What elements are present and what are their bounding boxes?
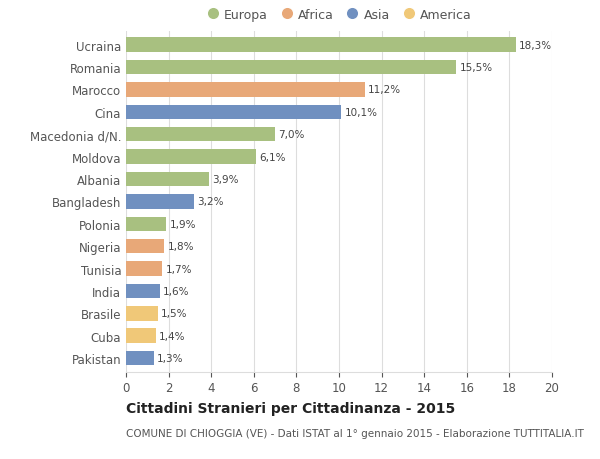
Bar <box>126 128 275 142</box>
Text: 1,6%: 1,6% <box>163 286 190 297</box>
Text: 1,3%: 1,3% <box>157 353 184 364</box>
Bar <box>126 307 158 321</box>
Legend: Europa, Africa, Asia, America: Europa, Africa, Asia, America <box>202 5 476 28</box>
Bar <box>126 172 209 187</box>
Bar <box>126 195 194 209</box>
Text: 18,3%: 18,3% <box>519 40 552 50</box>
Text: 1,7%: 1,7% <box>166 264 192 274</box>
Text: 1,4%: 1,4% <box>159 331 185 341</box>
Bar <box>126 284 160 299</box>
Bar <box>126 61 456 75</box>
Bar <box>126 217 166 232</box>
Text: 1,8%: 1,8% <box>167 241 194 252</box>
Text: COMUNE DI CHIOGGIA (VE) - Dati ISTAT al 1° gennaio 2015 - Elaborazione TUTTITALI: COMUNE DI CHIOGGIA (VE) - Dati ISTAT al … <box>126 428 584 438</box>
Bar <box>126 38 516 53</box>
Bar <box>126 329 156 343</box>
Bar <box>126 105 341 120</box>
Text: 1,9%: 1,9% <box>170 219 196 230</box>
Bar <box>126 83 365 97</box>
Bar <box>126 240 164 254</box>
Text: 1,5%: 1,5% <box>161 309 188 319</box>
Text: Cittadini Stranieri per Cittadinanza - 2015: Cittadini Stranieri per Cittadinanza - 2… <box>126 402 455 415</box>
Text: 3,2%: 3,2% <box>197 197 224 207</box>
Text: 11,2%: 11,2% <box>368 85 401 95</box>
Text: 6,1%: 6,1% <box>259 152 286 162</box>
Bar <box>126 150 256 164</box>
Text: 7,0%: 7,0% <box>278 130 305 140</box>
Text: 10,1%: 10,1% <box>344 107 377 118</box>
Text: 15,5%: 15,5% <box>460 63 493 73</box>
Bar <box>126 351 154 366</box>
Bar <box>126 262 162 276</box>
Text: 3,9%: 3,9% <box>212 174 239 185</box>
